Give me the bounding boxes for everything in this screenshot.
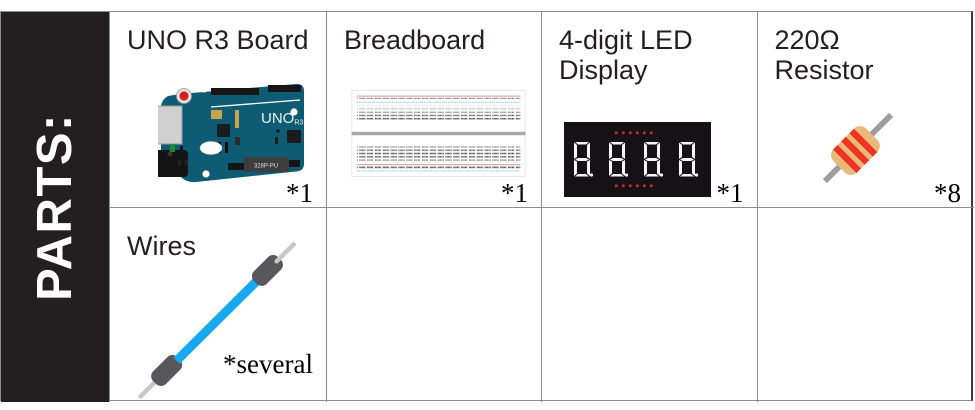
svg-text:328P-PU: 328P-PU: [254, 164, 278, 170]
